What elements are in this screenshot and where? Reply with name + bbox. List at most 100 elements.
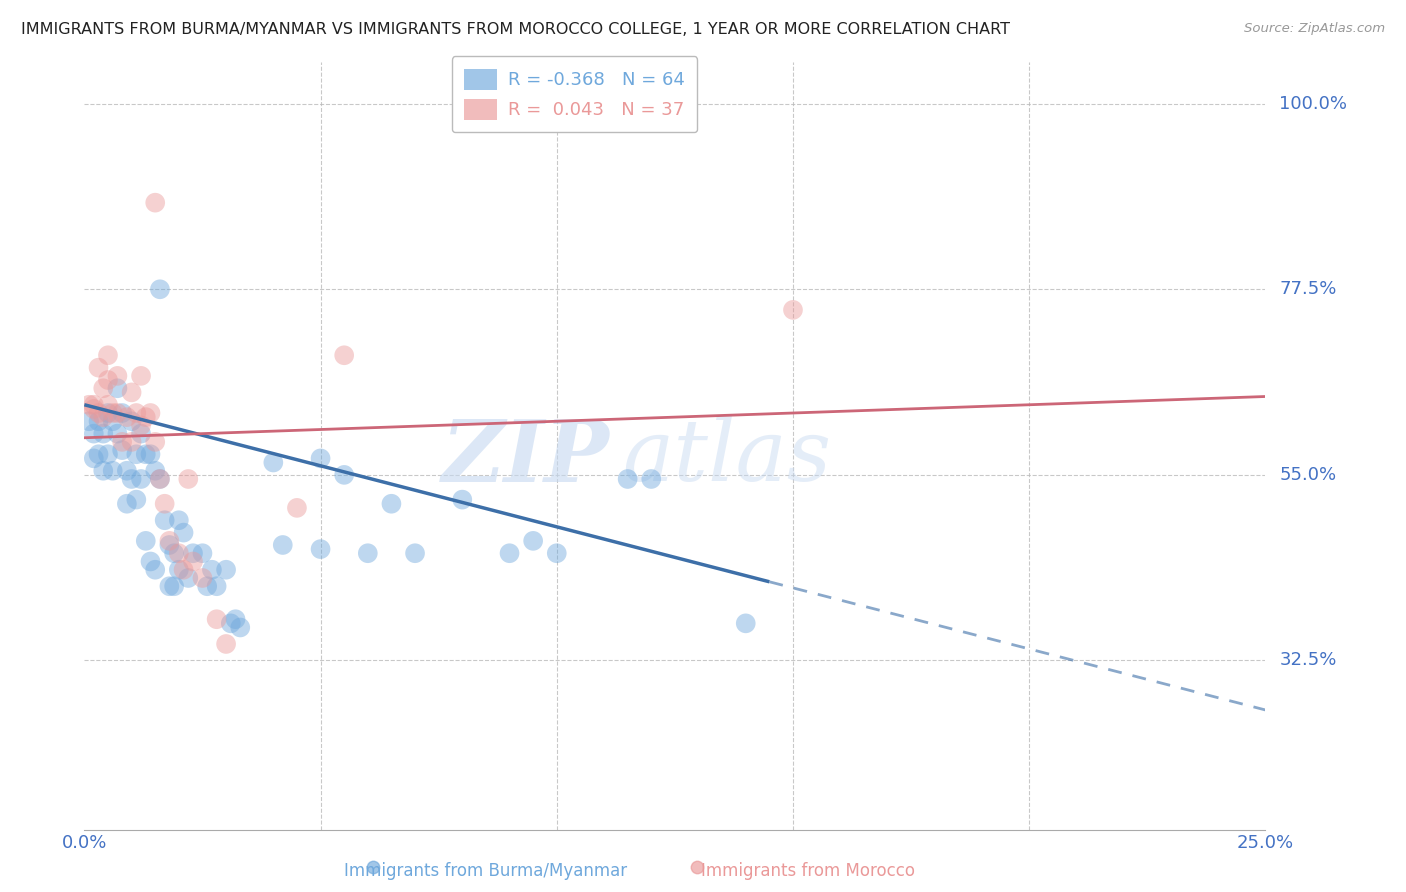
Point bbox=[143, 434, 166, 449]
Point bbox=[111, 434, 134, 449]
Point bbox=[125, 447, 148, 461]
Point bbox=[135, 533, 157, 548]
Point bbox=[201, 563, 224, 577]
Text: 32.5%: 32.5% bbox=[1279, 651, 1337, 670]
Text: ZIP: ZIP bbox=[441, 416, 610, 500]
Point bbox=[87, 447, 110, 461]
Point bbox=[215, 563, 238, 577]
Point bbox=[163, 546, 186, 560]
Point bbox=[167, 546, 190, 560]
Text: IMMIGRANTS FROM BURMA/MYANMAR VS IMMIGRANTS FROM MOROCCO COLLEGE, 1 YEAR OR MORE: IMMIGRANTS FROM BURMA/MYANMAR VS IMMIGRA… bbox=[21, 22, 1010, 37]
Point bbox=[309, 451, 332, 466]
Point bbox=[205, 612, 228, 626]
Text: 77.5%: 77.5% bbox=[1279, 280, 1337, 298]
Point bbox=[191, 546, 214, 560]
Point bbox=[129, 418, 152, 433]
Point bbox=[451, 492, 474, 507]
Point bbox=[153, 513, 176, 527]
Point bbox=[129, 426, 152, 441]
Point bbox=[616, 472, 638, 486]
Point bbox=[195, 579, 218, 593]
Text: Source: ZipAtlas.com: Source: ZipAtlas.com bbox=[1244, 22, 1385, 36]
Point bbox=[77, 398, 100, 412]
Point bbox=[734, 616, 756, 631]
Text: Immigrants from Morocco: Immigrants from Morocco bbox=[702, 863, 915, 880]
Point bbox=[149, 282, 172, 296]
Point bbox=[181, 554, 204, 568]
Point bbox=[139, 447, 162, 461]
Point bbox=[271, 538, 294, 552]
Point bbox=[191, 571, 214, 585]
Point bbox=[107, 406, 129, 420]
Point bbox=[97, 447, 120, 461]
Text: atlas: atlas bbox=[621, 417, 831, 499]
Point bbox=[215, 637, 238, 651]
Point bbox=[205, 579, 228, 593]
Point bbox=[157, 533, 180, 548]
Point bbox=[173, 563, 195, 577]
Point bbox=[121, 472, 143, 486]
Point bbox=[121, 414, 143, 428]
Point bbox=[139, 554, 162, 568]
Point bbox=[77, 414, 100, 428]
Point bbox=[167, 513, 190, 527]
Point bbox=[404, 546, 426, 560]
Point bbox=[97, 348, 120, 362]
Point bbox=[139, 406, 162, 420]
Point bbox=[83, 401, 105, 416]
Point bbox=[163, 579, 186, 593]
Text: 55.0%: 55.0% bbox=[1279, 466, 1337, 483]
Point bbox=[125, 406, 148, 420]
Point bbox=[83, 398, 105, 412]
Point bbox=[101, 406, 124, 420]
Point bbox=[225, 612, 247, 626]
Point bbox=[83, 451, 105, 466]
Text: Immigrants from Burma/Myanmar: Immigrants from Burma/Myanmar bbox=[343, 863, 627, 880]
Point bbox=[285, 500, 308, 515]
Point bbox=[115, 464, 138, 478]
Point bbox=[177, 472, 200, 486]
Point bbox=[357, 546, 380, 560]
Point bbox=[91, 381, 114, 395]
Point bbox=[546, 546, 568, 560]
Point bbox=[91, 426, 114, 441]
Point bbox=[97, 373, 120, 387]
Point bbox=[143, 195, 166, 210]
Point bbox=[87, 414, 110, 428]
Point bbox=[149, 472, 172, 486]
Point bbox=[115, 410, 138, 425]
Point bbox=[83, 426, 105, 441]
Point bbox=[177, 571, 200, 585]
Point bbox=[107, 368, 129, 383]
Point bbox=[229, 620, 252, 634]
Point bbox=[97, 398, 120, 412]
Point bbox=[97, 406, 120, 420]
Point bbox=[91, 464, 114, 478]
Point bbox=[219, 616, 242, 631]
Point bbox=[522, 533, 544, 548]
Point bbox=[333, 467, 356, 482]
Point bbox=[157, 538, 180, 552]
Point bbox=[111, 443, 134, 458]
Point bbox=[143, 464, 166, 478]
Point bbox=[125, 492, 148, 507]
Point bbox=[380, 497, 402, 511]
Point bbox=[640, 472, 662, 486]
Point bbox=[91, 410, 114, 425]
Point bbox=[129, 472, 152, 486]
Point bbox=[115, 497, 138, 511]
Point bbox=[157, 579, 180, 593]
Point bbox=[135, 447, 157, 461]
Point bbox=[309, 542, 332, 557]
Point bbox=[87, 406, 110, 420]
Point bbox=[111, 406, 134, 420]
Point bbox=[107, 381, 129, 395]
Point bbox=[153, 497, 176, 511]
Point bbox=[101, 414, 124, 428]
Point bbox=[107, 426, 129, 441]
Point bbox=[498, 546, 520, 560]
Point bbox=[101, 464, 124, 478]
Point bbox=[149, 472, 172, 486]
Point bbox=[143, 563, 166, 577]
Point bbox=[167, 563, 190, 577]
